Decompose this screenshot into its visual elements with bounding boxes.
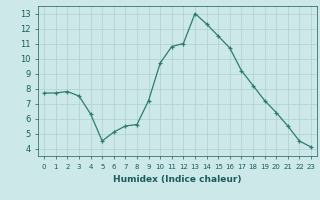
X-axis label: Humidex (Indice chaleur): Humidex (Indice chaleur) (113, 175, 242, 184)
